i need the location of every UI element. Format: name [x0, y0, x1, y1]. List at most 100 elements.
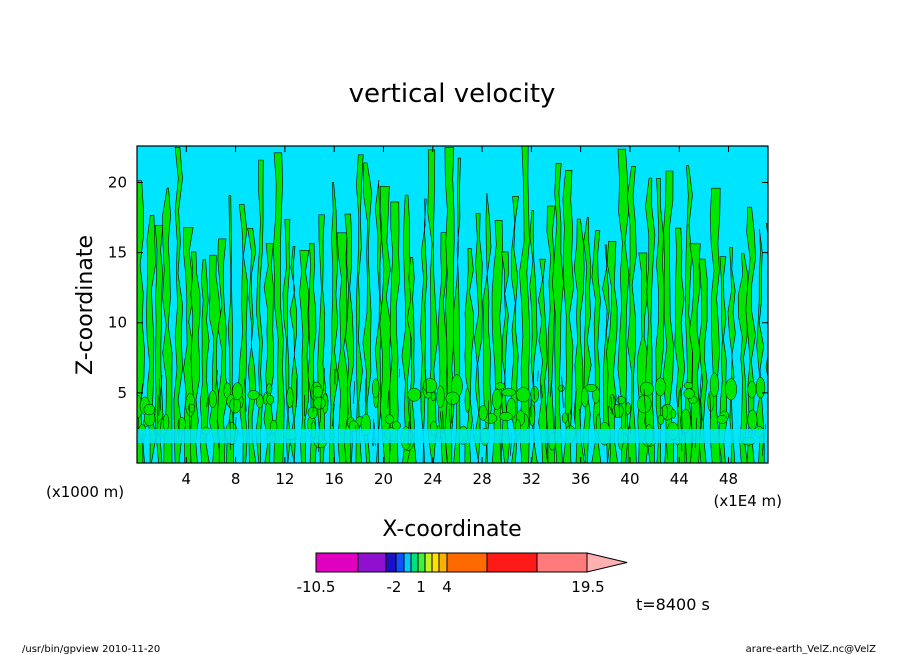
updraft-plume [519, 146, 531, 463]
contour-line [160, 374, 163, 396]
x-tick-label: 16 [325, 470, 344, 488]
colorbar-segment [403, 552, 412, 573]
turbulent-cell [661, 404, 669, 420]
updraft-plume [727, 247, 736, 463]
turbulent-cell [266, 394, 275, 405]
plot-frame [136, 145, 769, 464]
colorbar-arrow [586, 552, 628, 573]
footer-left: /usr/bin/gpview 2010-11-20 [22, 644, 160, 654]
contour-line [540, 384, 543, 398]
turbulent-cell [501, 388, 516, 397]
contour-line [323, 368, 325, 392]
x-tick-label: 24 [423, 470, 442, 488]
colorbar-segment [536, 552, 588, 573]
updraft-plume [501, 251, 510, 463]
contour-line [537, 370, 539, 382]
updraft-plume [627, 166, 637, 463]
updraft-plume [154, 225, 164, 463]
turbulent-cell [529, 404, 536, 426]
contour-line [387, 390, 390, 409]
plot-area [136, 145, 769, 464]
updraft-plume [538, 258, 549, 463]
x-tick-label: 20 [374, 470, 393, 488]
turbulent-cell [372, 378, 380, 399]
contour-line [618, 394, 620, 419]
updraft-plume [343, 213, 354, 463]
contour-line [332, 403, 335, 427]
y-tick-label: 10 [108, 314, 127, 332]
colorbar-segment [438, 552, 448, 573]
contour-line [571, 402, 573, 420]
contour-line [158, 397, 160, 416]
updraft-plume [406, 257, 417, 463]
contour-line [624, 397, 627, 428]
turbulent-cell [670, 409, 677, 419]
updraft-plume [617, 148, 630, 463]
contour-line [425, 369, 427, 395]
y-axis: 5 10 15 20 [108, 173, 768, 402]
contour-line [709, 393, 712, 419]
colorbar-segment [417, 552, 426, 573]
contour-line [140, 383, 143, 401]
turbulent-cell [562, 412, 568, 424]
turbulent-cell [639, 381, 654, 397]
updraft-plume [355, 154, 364, 463]
updraft-plume [329, 182, 339, 463]
turbulent-cell [625, 402, 631, 415]
x-tick-label: 40 [620, 470, 639, 488]
turbulent-cell [229, 397, 242, 414]
turbulent-cell [445, 391, 460, 405]
colorbar-segment [357, 552, 387, 573]
updraft-plume [552, 163, 564, 463]
colorbar-segment [395, 552, 405, 573]
turbulent-cell [683, 381, 694, 390]
colorbar-segment [385, 552, 397, 573]
turbulent-cell [499, 411, 513, 422]
turbulent-cell [188, 403, 196, 413]
contour-line [156, 395, 159, 424]
turbulent-cell [407, 387, 421, 402]
turbulent-cell [747, 380, 757, 399]
turbulent-cell [162, 413, 170, 431]
contour-line [353, 381, 356, 404]
time-label: t=8400 s [636, 595, 710, 614]
colorbar-segment [486, 552, 538, 573]
turbulent-cell [494, 382, 506, 390]
y-tick-label: 15 [108, 244, 127, 262]
turbulent-cell [313, 396, 326, 410]
colorbar-tick-label: 4 [442, 578, 452, 596]
contour-line [613, 396, 616, 418]
colorbar-tick-label: -2 [387, 578, 402, 596]
contour-line [244, 378, 247, 412]
updraft-plume [173, 147, 183, 463]
x-tick-label: 44 [670, 470, 689, 488]
colorbar-segment [446, 552, 488, 573]
turbulent-cell [709, 372, 719, 397]
turbulent-cell [747, 409, 758, 431]
turbulent-cell [755, 377, 766, 399]
colorbar-segment [410, 552, 419, 573]
contour-line [574, 390, 577, 421]
contour-line [699, 373, 702, 405]
updraft-plume [698, 258, 708, 463]
x-tick-label: 12 [275, 470, 294, 488]
colorbar-tick-label: 1 [416, 578, 426, 596]
turbulent-cell [436, 385, 445, 409]
colorbar-tick-label: -10.5 [297, 578, 336, 596]
contour-line [610, 396, 613, 415]
updraft-plume [199, 259, 210, 463]
x-tick-label: 4 [182, 470, 192, 488]
x-tick-label: 28 [473, 470, 492, 488]
turbulent-cell [516, 387, 531, 403]
turbulent-cell [585, 383, 597, 392]
turbulent-cell [266, 383, 273, 394]
contour-line [561, 376, 564, 408]
updraft-plume [737, 253, 749, 463]
updraft-plume [362, 162, 373, 463]
turbulent-cell [143, 403, 156, 416]
updraft-plume [401, 194, 412, 463]
x-unit-label: (x1E4 m) [713, 492, 782, 510]
chart-title: vertical velocity [349, 79, 556, 109]
colorbar [315, 552, 628, 573]
